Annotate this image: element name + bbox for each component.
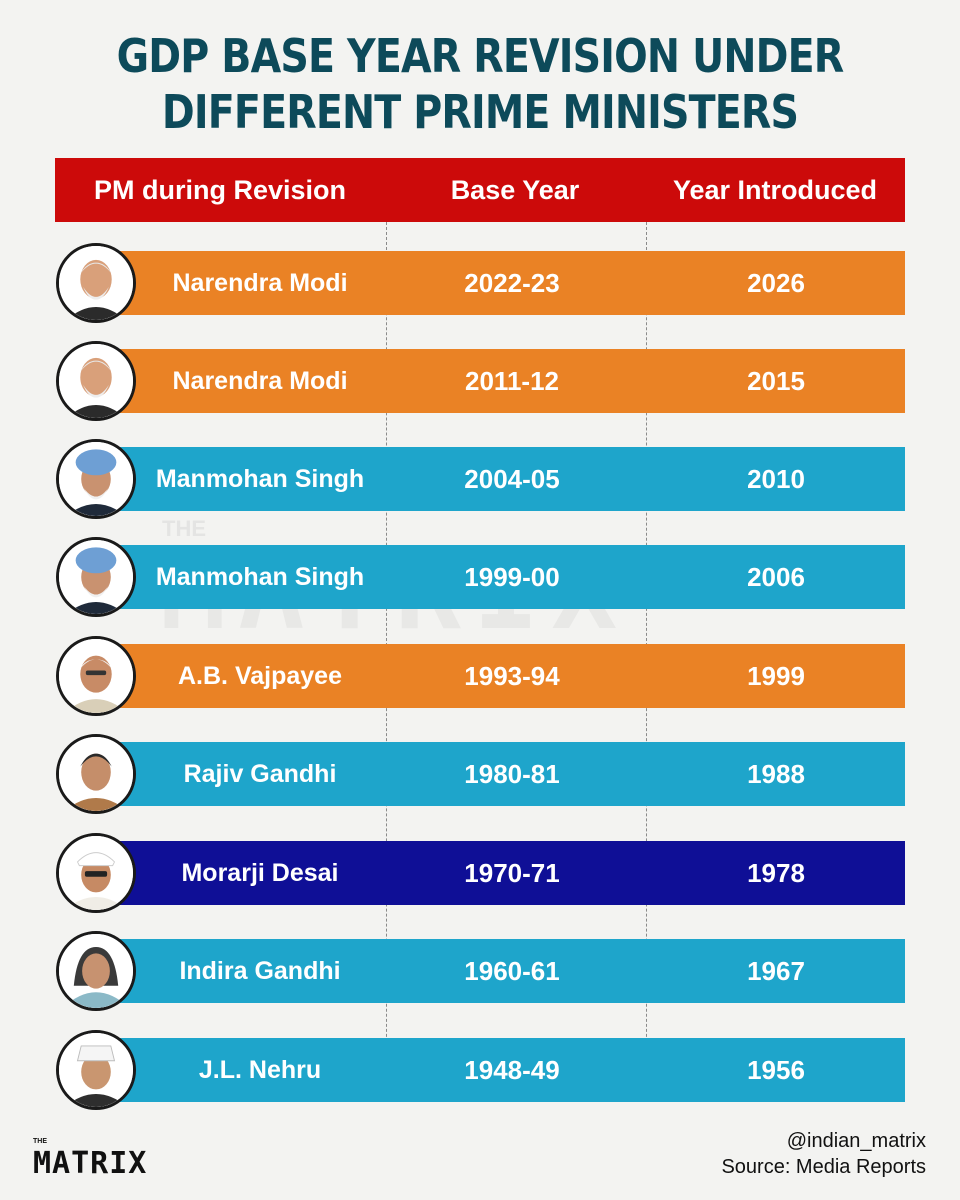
title-line-1: GDP BASE YEAR REVISION UNDER [116, 29, 845, 83]
base-year: 1948-49 [464, 1055, 560, 1085]
year-introduced: 1978 [747, 858, 805, 888]
year-introduced: 2010 [747, 464, 805, 494]
footer: @indian_matrix Source: Media Reports [721, 1128, 926, 1180]
base-year: 1980-81 [464, 759, 560, 789]
table-row: Narendra Modi 2011-12 2015 [105, 349, 905, 413]
header-year-introduced: Year Introduced [672, 175, 878, 205]
table-row: Indira Gandhi 1960-61 1967 [105, 939, 905, 1003]
table-row: Manmohan Singh 2004-05 2010 [105, 447, 905, 511]
base-year: 1993-94 [464, 661, 560, 691]
title-line-2: DIFFERENT PRIME MINISTERS [161, 85, 799, 139]
avatar-manmohan-singh [56, 439, 136, 519]
pm-name: Rajiv Gandhi [183, 760, 337, 788]
avatar-indira-gandhi [56, 931, 136, 1011]
logo-text: MATRIX [33, 1146, 148, 1181]
pm-name: Morarji Desai [181, 859, 339, 887]
watermark-small: THE [162, 516, 206, 541]
pm-name: Narendra Modi [172, 367, 348, 395]
pm-name: Manmohan Singh [155, 563, 365, 591]
social-handle: @indian_matrix [786, 1130, 926, 1152]
year-introduced: 1988 [747, 759, 805, 789]
table-row: Rajiv Gandhi 1980-81 1988 [105, 742, 905, 806]
year-introduced: 2026 [747, 268, 805, 298]
matrix-logo: THE MATRIX [33, 1138, 183, 1181]
base-year: 1960-61 [464, 956, 560, 986]
header-pm: PM during Revision [93, 175, 347, 205]
table-row: Narendra Modi 2022-23 2026 [105, 251, 905, 315]
base-year: 2022-23 [464, 268, 560, 298]
table-header: PM during Revision Base Year Year Introd… [55, 158, 905, 222]
table-row: Morarji Desai 1970-71 1978 [105, 841, 905, 905]
avatar-manmohan-singh [56, 537, 136, 617]
base-year: 2004-05 [464, 464, 560, 494]
table-row: J.L. Nehru 1948-49 1956 [105, 1038, 905, 1102]
avatar-narendra-modi [56, 243, 136, 323]
page-title: GDP BASE YEAR REVISION UNDER DIFFERENT P… [67, 28, 893, 140]
avatar-ab-vajpayee [56, 636, 136, 716]
pm-name: Narendra Modi [172, 269, 348, 297]
base-year: 2011-12 [465, 366, 559, 396]
pm-name: A.B. Vajpayee [178, 662, 342, 690]
header-base-year: Base Year [450, 175, 580, 205]
avatar-morarji-desai [56, 833, 136, 913]
year-introduced: 1999 [747, 661, 805, 691]
year-introduced: 1956 [747, 1055, 805, 1085]
source-note: Source: Media Reports [721, 1156, 926, 1178]
pm-name: Manmohan Singh [155, 465, 365, 493]
avatar-jl-nehru [56, 1030, 136, 1110]
year-introduced: 2006 [747, 562, 805, 592]
avatar-narendra-modi [56, 341, 136, 421]
table-row: A.B. Vajpayee 1993-94 1999 [105, 644, 905, 708]
year-introduced: 1967 [747, 956, 805, 986]
logo-small-text: THE [33, 1138, 47, 1145]
pm-name: J.L. Nehru [198, 1056, 322, 1084]
table-row: Manmohan Singh 1999-00 2006 [105, 545, 905, 609]
pm-name: Indira Gandhi [179, 957, 341, 985]
base-year: 1970-71 [464, 858, 560, 888]
base-year: 1999-00 [464, 562, 560, 592]
avatar-rajiv-gandhi [56, 734, 136, 814]
year-introduced: 2015 [747, 366, 805, 396]
